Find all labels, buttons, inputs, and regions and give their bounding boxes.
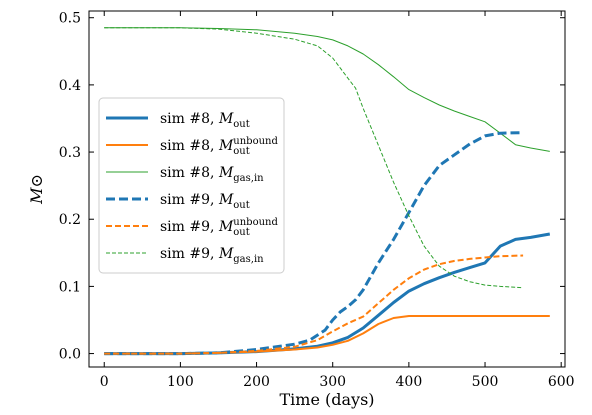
y-axis-label: M⊙ (27, 174, 46, 205)
x-tick-label-4: 400 (396, 374, 423, 390)
x-tick-label-5: 500 (472, 374, 499, 390)
y-tick-label-0: 0.0 (59, 347, 81, 363)
legend-label-5: sim #9, Munbound (160, 217, 278, 235)
series-line-3 (104, 27, 550, 152)
series-line-4 (104, 131, 524, 356)
legend-label-4: sim #9, Mout (160, 192, 250, 211)
x-tick-label-1: 100 (167, 374, 194, 390)
x-tick-label-3: 300 (319, 374, 346, 390)
legend-label-6: sim #9, Mgas,in (160, 246, 264, 265)
legend-label-3: sim #8, Mgas,in (160, 165, 264, 184)
legend-box (98, 97, 285, 274)
y-tick-label-3: 0.3 (59, 145, 81, 161)
y-tick-label-1: 0.1 (59, 279, 81, 295)
y-tick-label-2: 0.2 (59, 212, 81, 228)
legend-label-1: sim #8, Mout (160, 111, 250, 130)
x-tick-label-2: 200 (243, 374, 270, 390)
legend-sub-5: out (233, 227, 249, 238)
series-line-6 (104, 27, 524, 289)
y-tick-label-4: 0.4 (59, 78, 81, 94)
series-line-5 (104, 254, 524, 355)
legend-sub-2: out (233, 146, 249, 157)
y-axis-label-text: M⊙ (27, 174, 46, 205)
y-tick-label-5: 0.5 (59, 11, 81, 27)
legend-label-2: sim #8, Munbound (160, 136, 278, 154)
x-tick-label-0: 0 (100, 374, 109, 390)
x-axis-label: Time (days) (279, 390, 374, 409)
plot-frame (88, 10, 566, 368)
x-tick-label-6: 600 (548, 374, 575, 390)
tick-layer: 0 100 200 300 400 500 600 0.0 0.1 0.2 0.3 0.4 0.5 (59, 11, 575, 390)
series-layer (104, 27, 551, 356)
